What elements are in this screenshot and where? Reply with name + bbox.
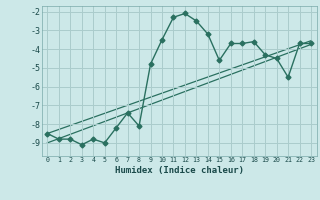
X-axis label: Humidex (Indice chaleur): Humidex (Indice chaleur) — [115, 166, 244, 175]
